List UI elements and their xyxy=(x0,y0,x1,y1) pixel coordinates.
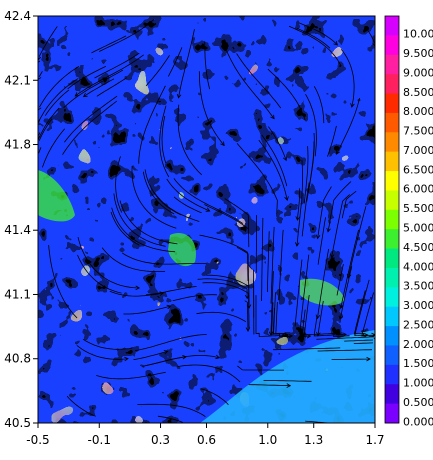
colorbar-label: 2.000 xyxy=(403,338,433,351)
colorbar-label: 8.500 xyxy=(403,86,433,99)
colorbar-swatch xyxy=(385,268,399,288)
x-tick-label: 1.3 xyxy=(304,433,323,447)
y-tick-label: 42.4 xyxy=(4,9,31,23)
x-tick-label: 0.6 xyxy=(197,433,216,447)
colorbar-swatch xyxy=(385,74,399,94)
x-tick-label: 1.7 xyxy=(365,433,384,447)
colorbar-label: 10.00 xyxy=(403,28,433,41)
colorbar-swatch xyxy=(385,249,399,269)
x-tick-label: -0.1 xyxy=(88,433,111,447)
y-tick-label: 41.4 xyxy=(4,223,31,237)
colorbar-swatch xyxy=(385,152,399,172)
colorbar-label: 6.000 xyxy=(403,183,433,196)
colorbar-label: 4.000 xyxy=(403,260,433,273)
colorbar-swatch xyxy=(385,113,399,133)
x-tick-label: 0.3 xyxy=(151,433,170,447)
colorbar-swatch xyxy=(385,404,399,424)
colorbar: 10.00 9.500 9.000 8.500 8.000 7.500 7.000 6.500… xyxy=(385,16,433,428)
colorbar-swatch xyxy=(385,307,399,327)
colorbar-label: 3.500 xyxy=(403,280,433,293)
colorbar-label: 1.500 xyxy=(403,357,433,370)
colorbar-swatch xyxy=(385,229,399,249)
colorbar-swatch xyxy=(385,345,399,365)
colorbar-swatch xyxy=(385,35,399,55)
colorbar-label: 6.500 xyxy=(403,163,433,176)
colorbar-swatch xyxy=(385,287,399,307)
colorbar-swatch xyxy=(385,190,399,210)
x-axis: -0.5 -0.1 0.3 0.6 1.0 1.3 1.7 xyxy=(26,423,384,447)
y-tick-label: 40.5 xyxy=(4,416,31,430)
colorbar-swatch xyxy=(385,210,399,230)
colorbar-label: 4.500 xyxy=(403,241,433,254)
colorbar-swatch xyxy=(385,94,399,114)
colorbar-swatch xyxy=(385,326,399,346)
colorbar-label: 9.000 xyxy=(403,66,433,79)
colorbar-label: 7.000 xyxy=(403,144,433,157)
x-tick-label: 1.0 xyxy=(258,433,277,447)
colorbar-label: 5.500 xyxy=(403,202,433,215)
y-tick-label: 42.1 xyxy=(4,73,31,87)
colorbar-label: 5.000 xyxy=(403,222,433,235)
colorbar-swatch xyxy=(385,384,399,404)
y-axis: 42.4 42.1 41.8 41.4 41.1 40.8 40.5 xyxy=(4,9,38,430)
x-tick-label: -0.5 xyxy=(26,433,49,447)
colorbar-swatch xyxy=(385,132,399,152)
colorbar-label: 7.500 xyxy=(403,125,433,138)
streamline xyxy=(332,359,370,360)
colorbar-label: 9.500 xyxy=(403,47,433,60)
plot-area xyxy=(36,16,377,423)
colorbar-swatch xyxy=(385,171,399,191)
colorbar-swatch xyxy=(385,55,399,75)
y-tick-label: 40.8 xyxy=(4,352,31,366)
colorbar-label: 0.500 xyxy=(403,396,433,409)
colorbar-swatch xyxy=(385,365,399,385)
y-tick-label: 41.8 xyxy=(4,138,31,152)
colorbar-swatch xyxy=(385,16,399,36)
colorbar-label: 0.000 xyxy=(403,415,433,428)
colorbar-label: 2.500 xyxy=(403,318,433,331)
colorbar-label: 8.000 xyxy=(403,105,433,118)
colorbar-label: 1.000 xyxy=(403,377,433,390)
colorbar-label: 3.000 xyxy=(403,299,433,312)
y-tick-label: 41.1 xyxy=(4,287,31,301)
